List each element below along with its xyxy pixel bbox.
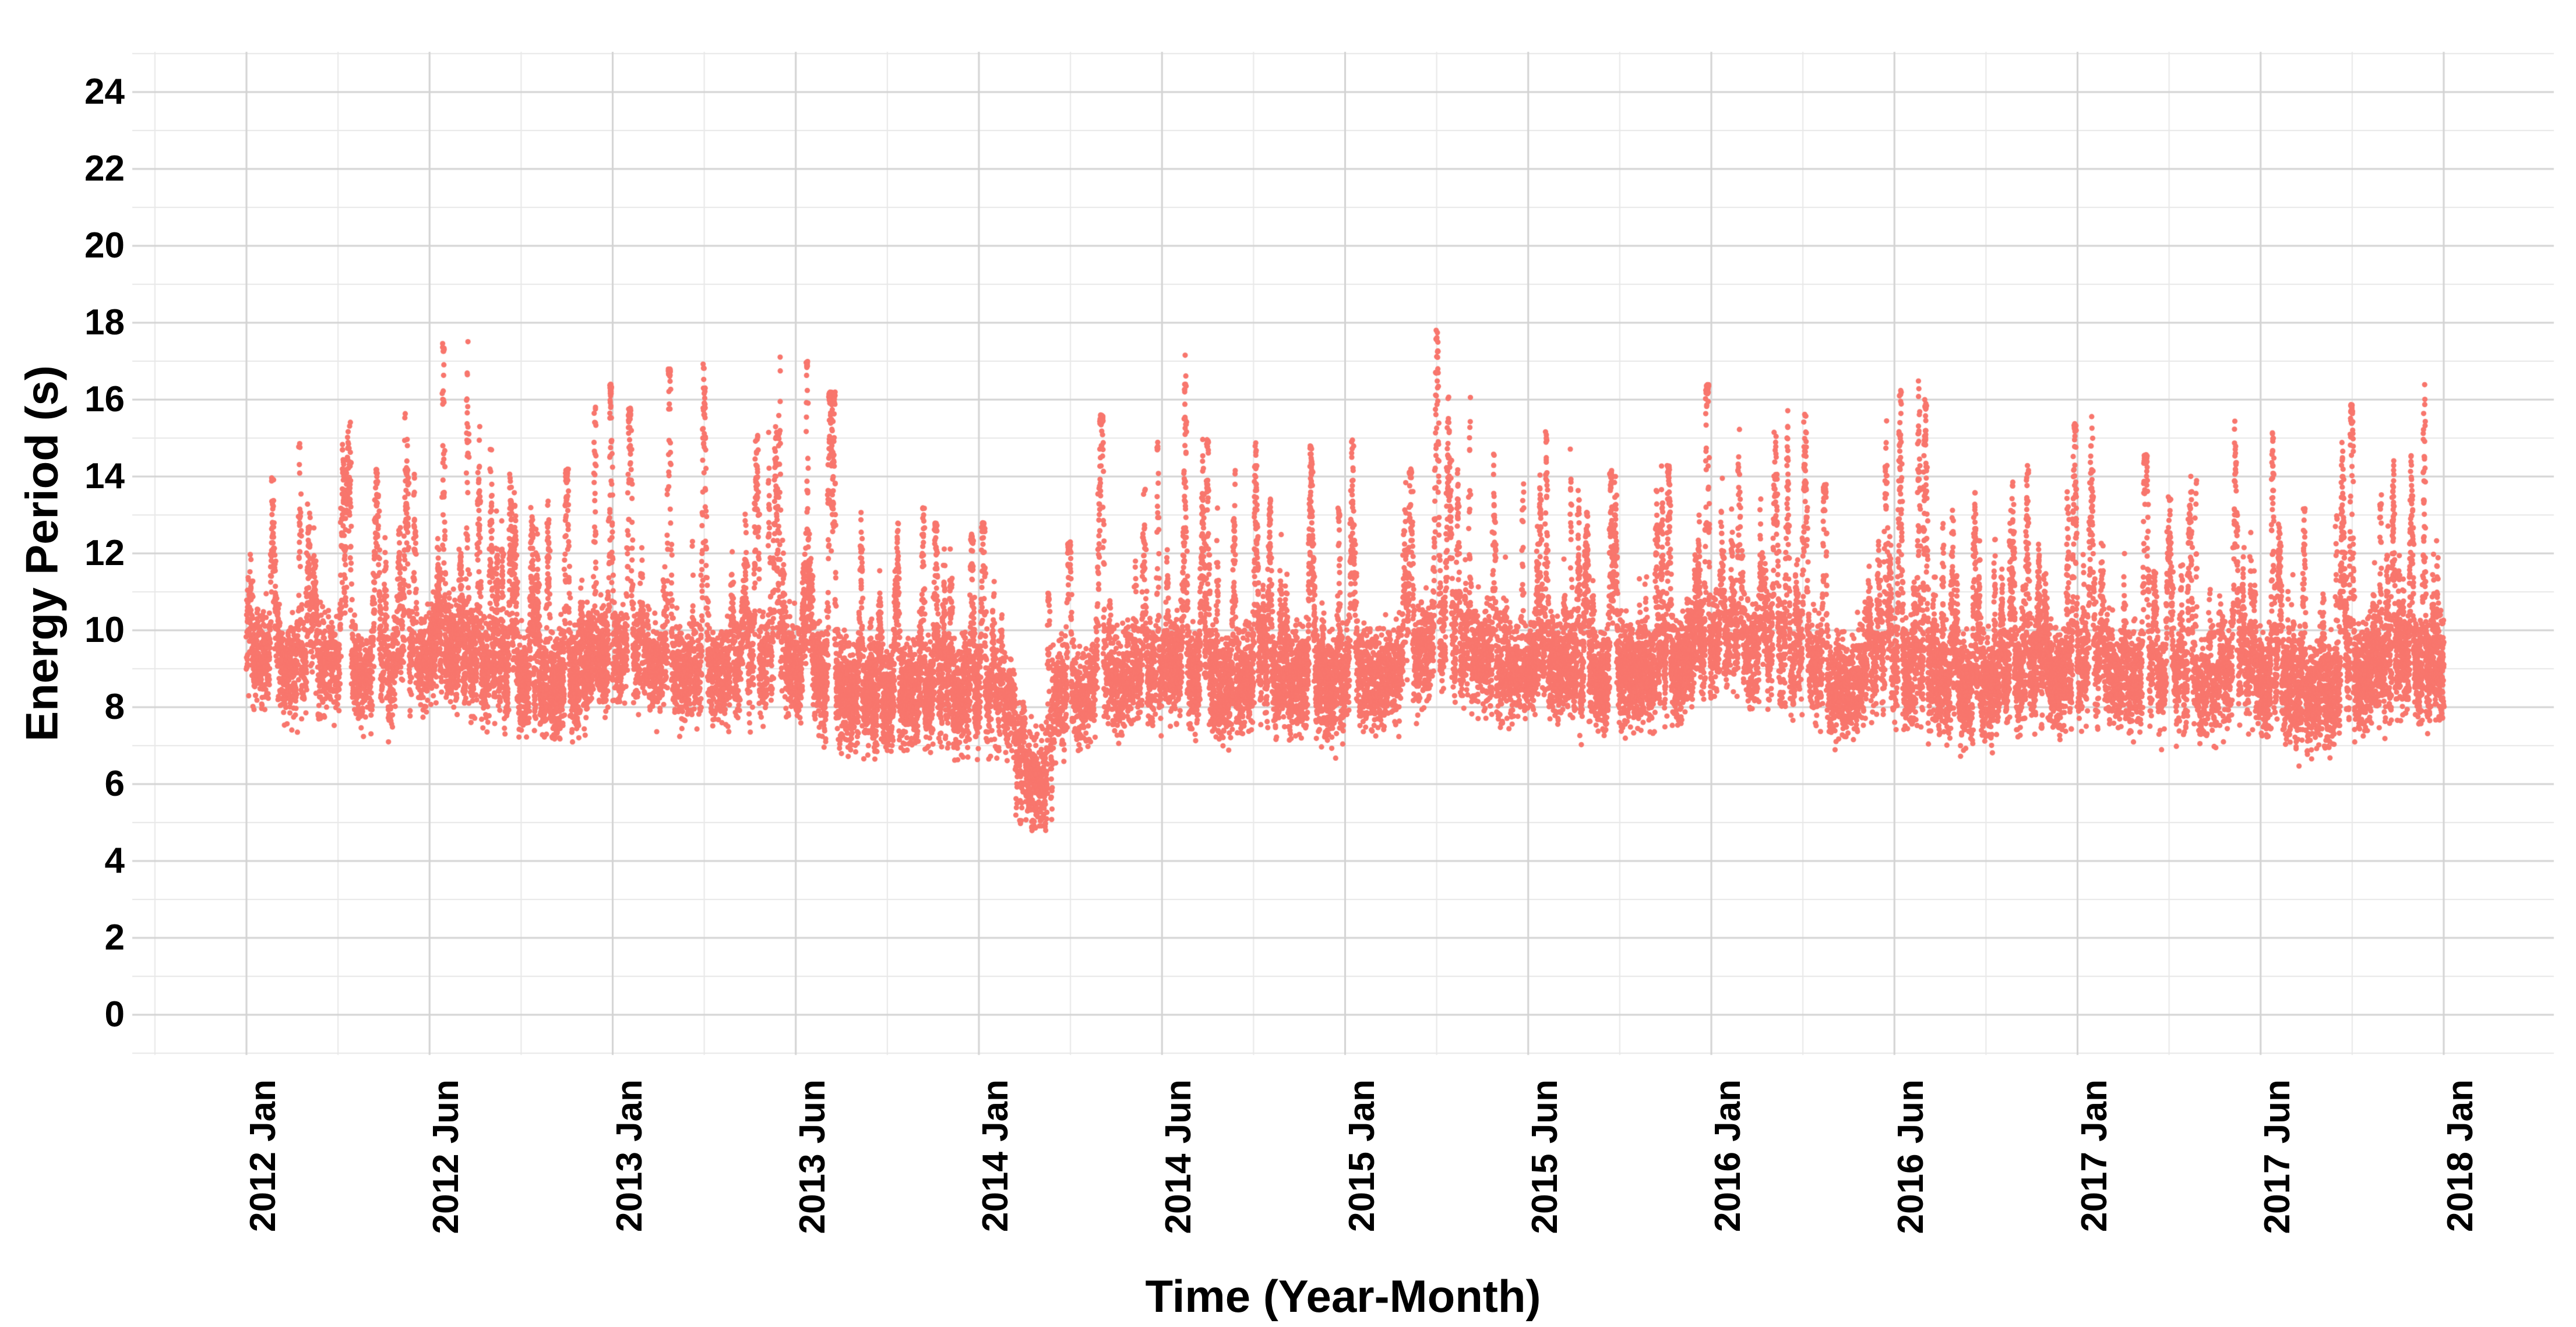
x-tick-label: 2015 Jan [1341, 1079, 1382, 1232]
x-tick-label: 2018 Jan [2440, 1079, 2480, 1232]
x-tick-label: 2014 Jun [1158, 1079, 1199, 1234]
y-tick-label: 14 [84, 456, 125, 496]
y-tick-label: 4 [104, 841, 125, 881]
x-tick-label: 2012 Jan [243, 1079, 283, 1232]
x-tick-label: 2017 Jan [2074, 1079, 2115, 1232]
y-tick-label: 0 [104, 994, 125, 1035]
y-tick-label: 22 [84, 149, 125, 189]
y-axis-title: Energy Period (s) [16, 365, 68, 742]
x-axis-title: Time (Year-Month) [1145, 1270, 1541, 1322]
x-tick-label: 2014 Jan [975, 1079, 1016, 1232]
y-tick-label: 20 [84, 225, 125, 266]
x-tick-label: 2012 Jun [426, 1079, 467, 1234]
y-tick-label: 24 [84, 72, 125, 112]
x-tick-label: 2013 Jan [609, 1079, 650, 1232]
x-tick-label: 2013 Jun [792, 1079, 833, 1234]
y-tick-label: 12 [84, 533, 125, 573]
y-tick-label: 10 [84, 610, 125, 650]
y-tick-label: 18 [84, 302, 125, 343]
y-tick-label: 8 [104, 687, 125, 727]
y-tick-label: 16 [84, 379, 125, 419]
x-tick-label: 2015 Jun [1524, 1079, 1565, 1234]
x-tick-label: 2016 Jun [1891, 1079, 1932, 1234]
x-tick-label: 2017 Jun [2257, 1079, 2297, 1234]
y-tick-label: 6 [104, 764, 125, 804]
y-tick-label: 2 [104, 917, 125, 958]
x-tick-label: 2016 Jan [1708, 1079, 1748, 1232]
